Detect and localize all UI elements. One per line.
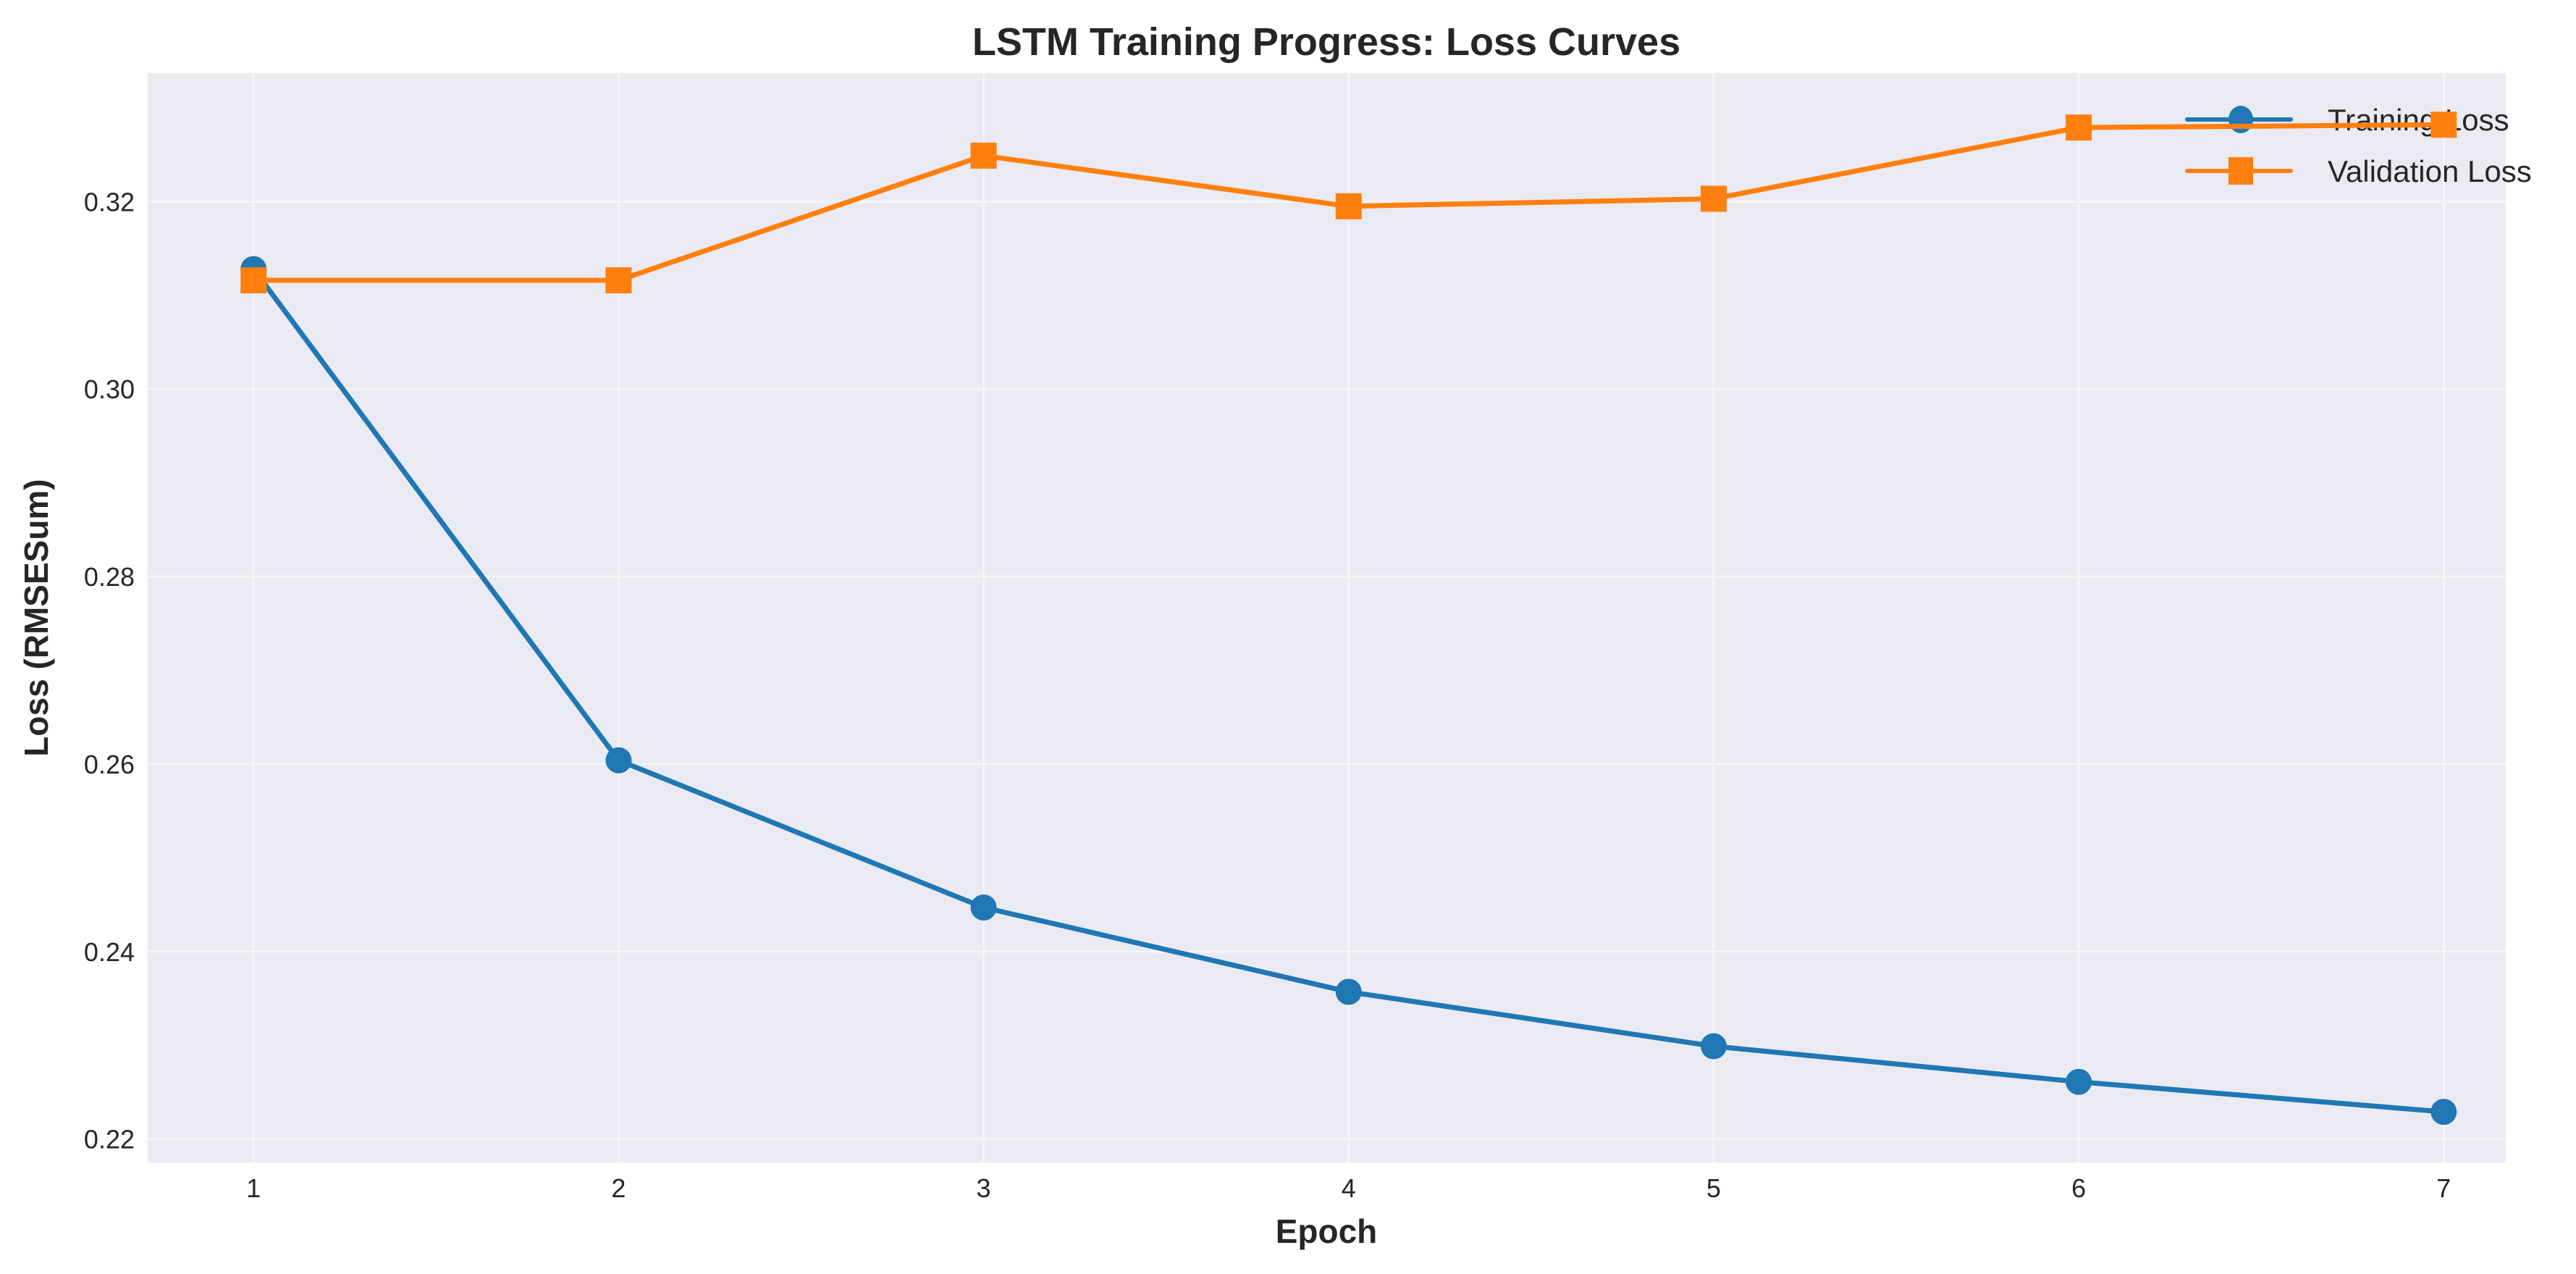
validation-loss-point	[1335, 193, 1362, 219]
x-tick-label: 1	[246, 1173, 261, 1203]
x-tick-label: 2	[611, 1173, 626, 1203]
x-axis-label: Epoch	[1276, 1212, 1378, 1250]
training-loss-point	[605, 747, 632, 774]
x-tick-label: 4	[1342, 1173, 1356, 1203]
x-tick-label: 5	[1706, 1173, 1721, 1203]
training-loss-point	[970, 894, 997, 921]
y-tick-label: 0.28	[84, 562, 135, 592]
validation-loss-point	[1700, 185, 1727, 212]
validation-loss-point	[2430, 112, 2457, 138]
x-tick-label: 3	[977, 1173, 991, 1203]
legend-label: Validation Loss	[2328, 154, 2532, 188]
x-tick-label: 6	[2071, 1173, 2086, 1203]
y-tick-label: 0.26	[84, 750, 135, 779]
y-tick-label: 0.32	[84, 187, 135, 217]
tick-labels: 1 2 3 4 5 6 7 0.22 0.24 0.26 0.28 0.30 0.32	[84, 187, 2451, 1203]
y-tick-label: 0.22	[84, 1125, 135, 1154]
legend-square-marker	[2228, 157, 2253, 185]
training-loss-point	[2066, 1068, 2092, 1095]
chart-title: LSTM Training Progress: Loss Curves	[972, 20, 1680, 64]
y-tick-label: 0.24	[84, 937, 135, 967]
series-layer	[240, 112, 2457, 1126]
training-loss-point	[1335, 978, 1362, 1005]
legend-label: Training Loss	[2328, 103, 2509, 137]
validation-loss-point	[2066, 114, 2092, 141]
y-tick-label: 0.30	[84, 374, 135, 404]
validation-loss-point	[240, 267, 267, 294]
training-loss-point	[2430, 1099, 2457, 1126]
validation-loss-point	[605, 267, 632, 294]
x-tick-label: 7	[2436, 1173, 2451, 1203]
training-loss-point	[1700, 1033, 1727, 1060]
legend-circle-marker	[2228, 106, 2253, 133]
y-axis-label: Loss (RMSESum)	[17, 479, 55, 756]
plot-background	[148, 73, 2506, 1162]
validation-loss-point	[970, 142, 997, 169]
